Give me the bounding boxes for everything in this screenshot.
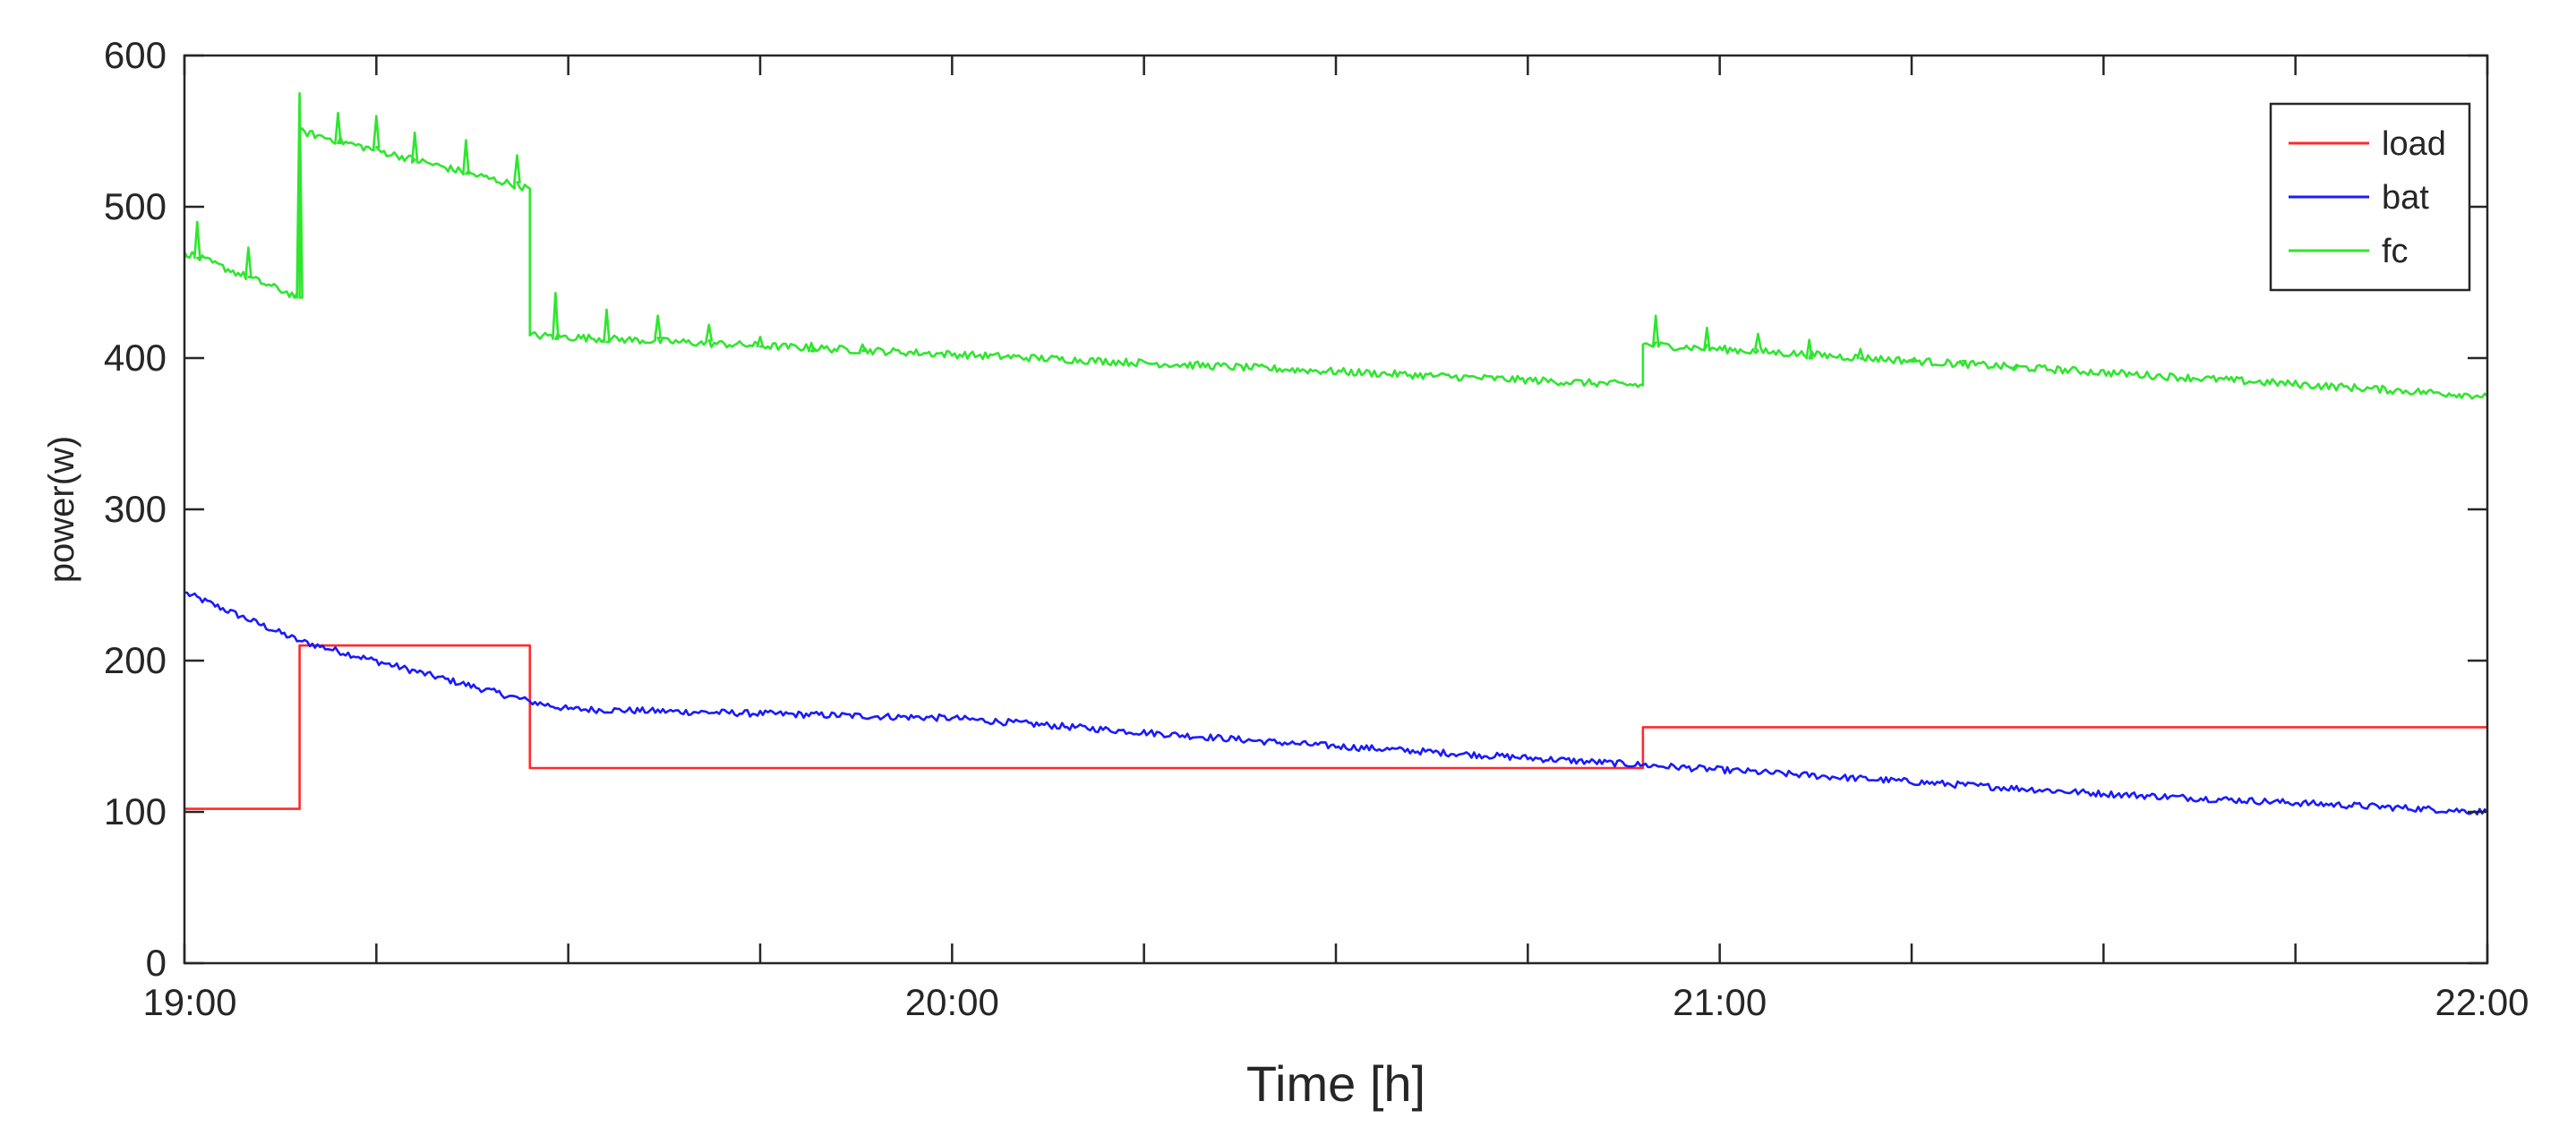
legend-label-fc: fc <box>2382 233 2409 270</box>
y-tick-label-200: 200 <box>104 639 167 681</box>
axis-ticks-group <box>183 54 2489 965</box>
x-axis-title: Time [h] <box>1246 1055 1425 1112</box>
legend-label-load: load <box>2382 125 2446 163</box>
y-tick-label-0: 0 <box>146 942 167 984</box>
series-line-load <box>184 644 2487 810</box>
plot-background <box>184 55 2487 963</box>
x-tick-label-1: 20:00 <box>905 981 999 1023</box>
y-tick-label-500: 500 <box>104 185 167 227</box>
legend-items-group: load bat fc <box>2289 125 2446 270</box>
y-tick-labels-group: 0 100 200 300 400 500 600 <box>104 34 167 984</box>
plot-frame <box>183 54 2489 965</box>
series-line-fc <box>183 92 2488 400</box>
y-tick-label-100: 100 <box>104 790 167 832</box>
x-tick-label-0: 19:00 <box>142 981 236 1023</box>
y-tick-label-600: 600 <box>104 34 167 76</box>
y-axis-title: power(w) <box>42 436 81 583</box>
x-tick-label-2: 21:00 <box>1673 981 1767 1023</box>
data-series-group <box>183 92 2488 815</box>
x-tick-label-3: 22:00 <box>2435 981 2529 1023</box>
x-tick-labels-group: 19:00 20:00 21:00 22:00 <box>142 981 2529 1023</box>
legend: load bat fc <box>2269 102 2471 292</box>
series-line-bat <box>184 591 2488 815</box>
legend-label-bat: bat <box>2382 179 2429 217</box>
y-tick-label-300: 300 <box>104 488 167 530</box>
y-tick-label-400: 400 <box>104 337 167 379</box>
